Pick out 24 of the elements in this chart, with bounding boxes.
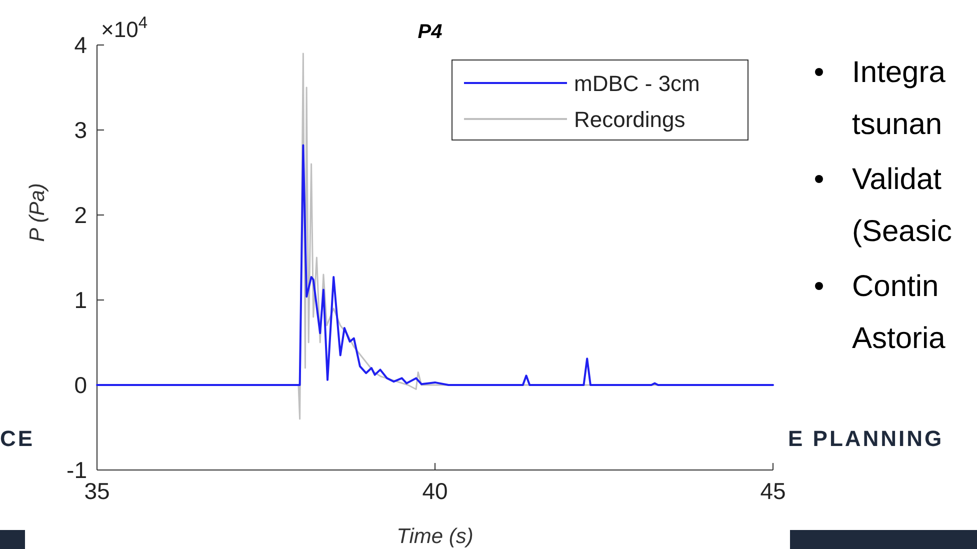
y-tick-label: 3 (74, 117, 87, 143)
y-tick-label: 1 (74, 287, 87, 313)
text: (Seasic (852, 215, 952, 248)
y-tick-label: 4 (74, 32, 88, 58)
text: Validat (852, 163, 942, 196)
y-tick-label: 2 (74, 202, 87, 228)
y-axis-title: P (Pa) (26, 183, 49, 242)
text: E PLANNING (788, 426, 944, 451)
x-axis-title: Time (s) (396, 525, 474, 548)
text: Contin (852, 270, 939, 303)
y-tick-label: 0 (74, 372, 87, 398)
x-tick-label: 35 (84, 478, 110, 504)
legend-label: Recordings (574, 107, 686, 132)
line-series (96, 144, 774, 386)
text: Integra (852, 56, 946, 89)
chart-title: P4 (418, 21, 442, 43)
text: tsunan (852, 108, 942, 141)
legend-label: mDBC - 3cm (574, 71, 700, 96)
x-tick-label: 45 (760, 478, 786, 504)
text: CE (0, 426, 35, 451)
x-tick-label: 40 (422, 478, 448, 504)
y-tick-label: -1 (66, 457, 87, 483)
text: ×10$^{4}$ (101, 14, 148, 42)
text: Astoria (852, 322, 946, 355)
